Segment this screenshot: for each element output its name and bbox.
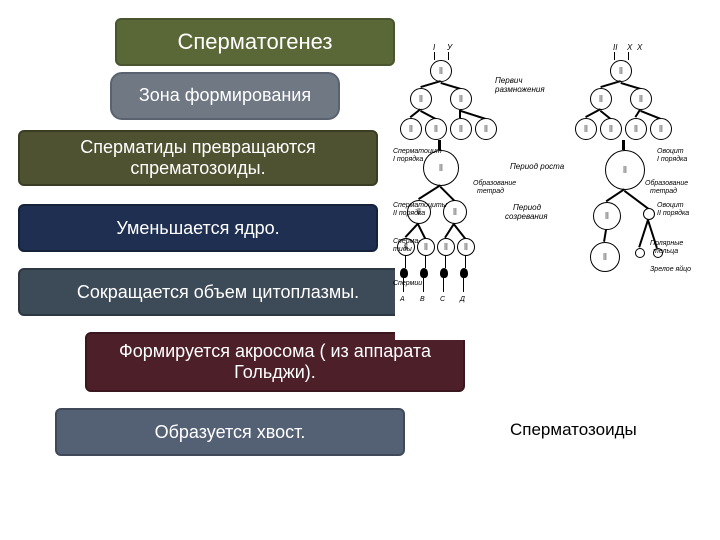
gametogenesis-diagram: IУ||||||||||||||||||||||||||||АВСДIIXX||… [395, 40, 705, 340]
step-box-5: Образуется хвост. [55, 408, 405, 456]
step-box-1: Сперматиды превращаются спрематозоиды. [18, 130, 378, 186]
step-box-3: Сокращается объем цитоплазмы. [18, 268, 418, 316]
step-box-4: Формируется акросома ( из аппарата Гольд… [85, 332, 465, 392]
title-box: Сперматогенез [115, 18, 395, 66]
step-box-2: Уменьшается ядро. [18, 204, 378, 252]
bottom-label: Сперматозоиды [510, 420, 637, 440]
zone-box: Зона формирования [110, 72, 340, 120]
